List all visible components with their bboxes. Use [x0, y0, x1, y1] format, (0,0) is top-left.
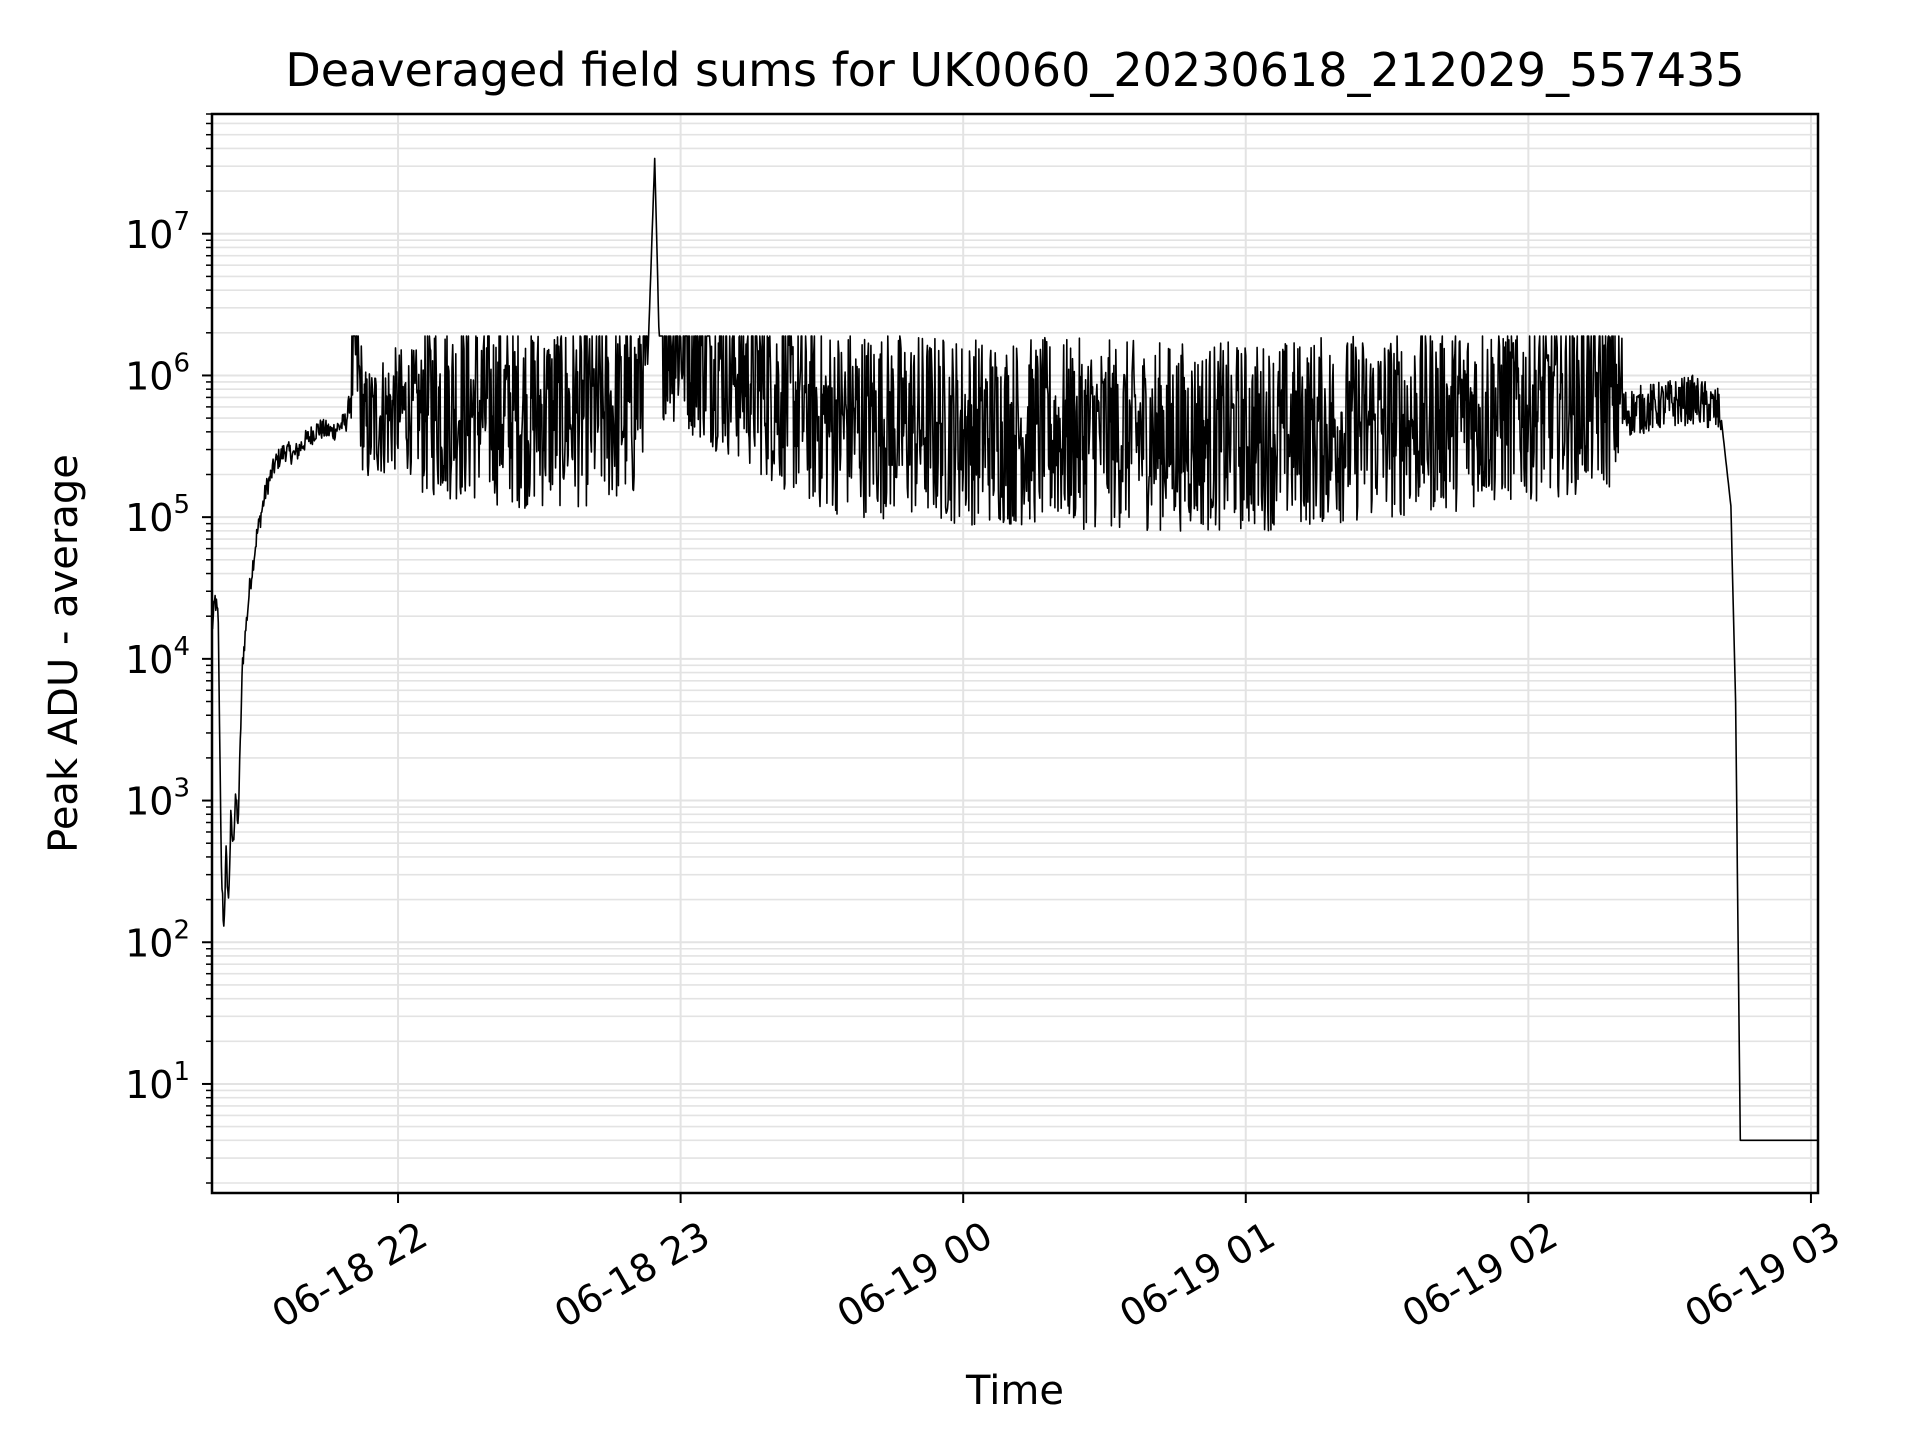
y-tick-base: 10: [125, 354, 173, 398]
grid: [212, 113, 1818, 1193]
y-tick-base: 10: [125, 213, 173, 257]
y-tick-label: 101: [125, 1057, 190, 1107]
y-tick-base: 10: [125, 496, 173, 540]
y-tick-base: 10: [125, 780, 173, 824]
y-tick-exponent: 3: [173, 774, 190, 804]
plot-frame: [210, 112, 1820, 1195]
chart-title: Deaveraged field sums for UK0060_2023061…: [285, 43, 1744, 97]
y-tick-label: 105: [125, 490, 190, 540]
y-tick-label: 102: [125, 915, 190, 965]
y-tick-label: 104: [125, 632, 190, 682]
y-tick-label: 106: [125, 348, 190, 398]
y-tick-exponent: 7: [173, 207, 190, 237]
y-tick-exponent: 2: [173, 915, 190, 945]
y-tick-exponent: 6: [173, 348, 190, 378]
x-axis-label: Time: [965, 1368, 1064, 1414]
series-line: [211, 157, 1819, 1142]
y-tick-base: 10: [125, 1063, 173, 1107]
y-axis-label: Peak ADU - average: [41, 454, 87, 853]
data-series: [211, 157, 1819, 1142]
y-tick-base: 10: [125, 638, 173, 682]
y-tick-base: 10: [125, 921, 173, 965]
y-tick-label: 103: [125, 774, 190, 824]
y-tick-exponent: 4: [173, 632, 190, 662]
y-tick-exponent: 5: [173, 490, 190, 520]
y-tick-exponent: 1: [173, 1057, 190, 1087]
y-tick-label: 107: [125, 207, 190, 257]
